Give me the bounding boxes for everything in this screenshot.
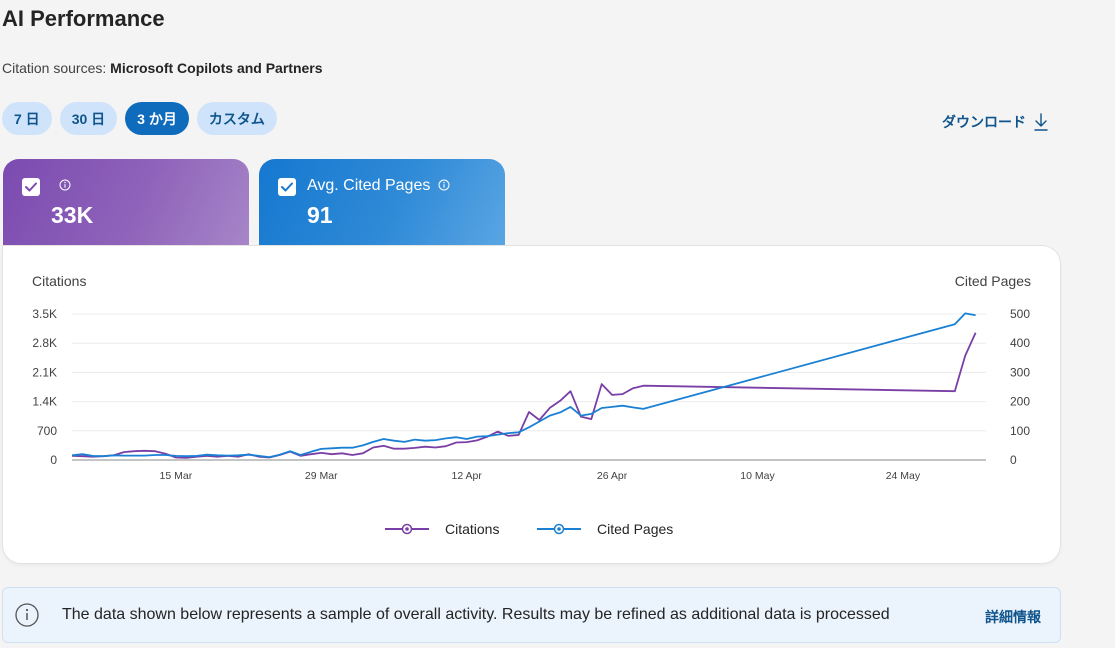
download-label: ダウンロード [942, 114, 1026, 130]
checkmark-icon [25, 182, 37, 192]
range-tab-7-days[interactable]: 7 日 [2, 102, 52, 135]
x-tick-label: 24 May [886, 470, 921, 482]
download-button[interactable]: ダウンロード [942, 112, 1048, 132]
cited-pages-checkbox[interactable] [278, 178, 296, 196]
y-left-tick-label: 3.5K [32, 307, 57, 321]
x-tick-label: 15 Mar [160, 470, 193, 482]
checkmark-icon [281, 182, 293, 192]
range-tab-3-months[interactable]: 3 か月 [125, 102, 189, 135]
metric-card-cited-pages[interactable]: Avg. Cited Pages 91 [259, 159, 505, 249]
metric-value-cited-pages: 91 [307, 202, 333, 228]
metric-label-cited-pages: Avg. Cited Pages [307, 177, 431, 194]
y-left-tick-label: 1.4K [32, 395, 57, 409]
y-left-tick-label: 700 [37, 424, 57, 438]
y-right-tick-label: 300 [1010, 365, 1030, 379]
legend-item-citations: Citations [385, 521, 499, 537]
y-left-tick-label: 0 [50, 453, 57, 467]
right-axis-title: Cited Pages [955, 273, 1031, 289]
metric-card-citations[interactable]: 33K [3, 159, 249, 249]
info-circle-icon [15, 603, 39, 627]
x-tick-label: 12 Apr [452, 470, 483, 482]
x-tick-label: 10 May [740, 470, 775, 482]
x-tick-label: 29 Mar [305, 470, 338, 482]
page-title: AI Performance [2, 6, 165, 31]
range-tab-custom[interactable]: カスタム [196, 102, 277, 135]
y-left-tick-label: 2.1K [32, 365, 57, 379]
legend-label: Cited Pages [597, 521, 673, 537]
y-right-tick-label: 0 [1010, 453, 1017, 467]
metric-value-citations: 33K [51, 202, 94, 228]
citation-sources-value: Microsoft Copilots and Partners [110, 60, 323, 76]
x-tick-label: 26 Apr [597, 470, 628, 482]
chart-card: Citations Cited Pages 0 700 1.4K 2.1K 2.8K 3.… [3, 246, 1060, 563]
citation-sources: Citation sources: Microsoft Copilots and… [2, 60, 323, 76]
info-notice: The data shown below represents a sample… [2, 587, 1061, 643]
range-tab-30-days[interactable]: 30 日 [59, 102, 118, 135]
legend-marker-dot [405, 527, 409, 531]
notice-text: The data shown below represents a sample… [62, 606, 890, 623]
range-tabs: 7 日 30 日 3 か月 カスタム [2, 102, 277, 135]
citations-checkbox[interactable] [22, 178, 40, 196]
download-icon [1034, 113, 1048, 131]
y-right-tick-label: 100 [1010, 424, 1030, 438]
legend-item-cited-pages: Cited Pages [537, 521, 673, 537]
y-right-tick-label: 400 [1010, 336, 1030, 350]
citation-sources-label: Citation sources: [2, 60, 107, 76]
legend-label: Citations [445, 521, 499, 537]
learn-more-link[interactable]: 詳細情報 [985, 609, 1041, 625]
y-right-tick-label: 200 [1010, 395, 1030, 409]
left-axis-title: Citations [32, 273, 86, 289]
info-icon[interactable] [59, 179, 71, 191]
y-right-tick-label: 500 [1010, 307, 1030, 321]
series-line-cited-pages [71, 312, 976, 459]
info-icon[interactable] [438, 179, 450, 191]
series-line-citations [71, 332, 977, 459]
legend-marker-dot [557, 527, 561, 531]
y-left-tick-label: 2.8K [32, 336, 57, 350]
